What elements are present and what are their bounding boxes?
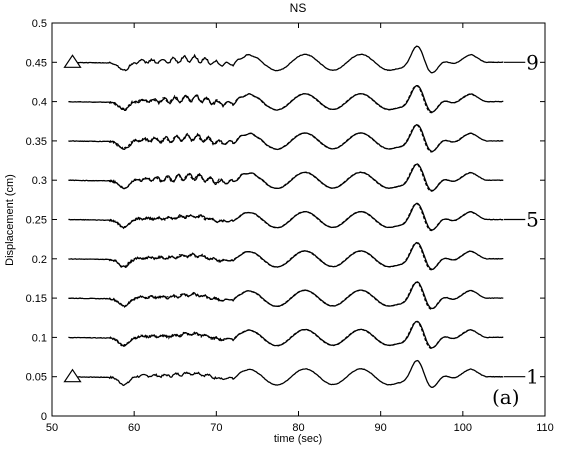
y-tick-label: 0.1 [32,332,47,344]
synthetic-trace [109,85,475,114]
trace-label: 9 [526,50,539,74]
y-tick-label: 0 [41,411,47,423]
synthetic-trace [109,242,475,271]
observed-trace [68,85,504,113]
observed-trace [68,163,504,192]
observed-trace [68,202,504,231]
x-tick-label: 80 [292,422,304,434]
x-tick-label: 50 [46,422,58,434]
x-tick-label: 110 [536,422,554,434]
y-tick-label: 0.2 [32,254,47,266]
synthetic-trace [109,320,475,349]
y-tick-label: 0.25 [26,215,47,227]
y-tick-label: 0.05 [26,372,47,384]
trace-label: 1 [526,365,539,389]
observed-trace [68,320,504,349]
trace-label: 5 [526,208,539,232]
x-tick-label: 90 [375,422,387,434]
y-tick-label: 0.15 [26,293,47,305]
traces [68,45,504,388]
axis-ticks: 50 60 70 80 90 100 110 0 0.05 0.1 0.15 0.2 0.25 0.3 0.… [26,18,554,434]
trace-labels: 9 5 1 [503,50,539,389]
y-axis-title: Displacement (cm) [4,174,16,266]
x-tick-label: 70 [210,422,222,434]
x-tick-label: 60 [128,422,140,434]
y-tick-label: 0.3 [32,175,47,187]
observed-trace [68,281,504,310]
trace-markers [63,54,82,383]
observed-trace [68,359,504,388]
observed-trace [68,241,504,271]
observed-trace [68,123,504,153]
y-tick-label: 0.45 [26,57,47,69]
y-tick-label: 0.35 [26,136,47,148]
synthetic-trace [109,124,475,153]
synthetic-trace [109,281,475,310]
chart-title: NS [290,1,307,15]
triangle-marker [63,368,82,383]
x-tick-label: 100 [454,422,472,434]
triangle-marker [63,54,82,68]
panel-label: (a) [492,385,520,409]
y-tick-label: 0.5 [32,18,47,30]
y-tick-label: 0.4 [32,97,47,109]
observed-trace [68,45,504,74]
synthetic-trace [109,163,475,192]
synthetic-trace [109,202,475,232]
x-axis-title: time (sec) [274,433,322,445]
plot-frame [51,22,546,417]
